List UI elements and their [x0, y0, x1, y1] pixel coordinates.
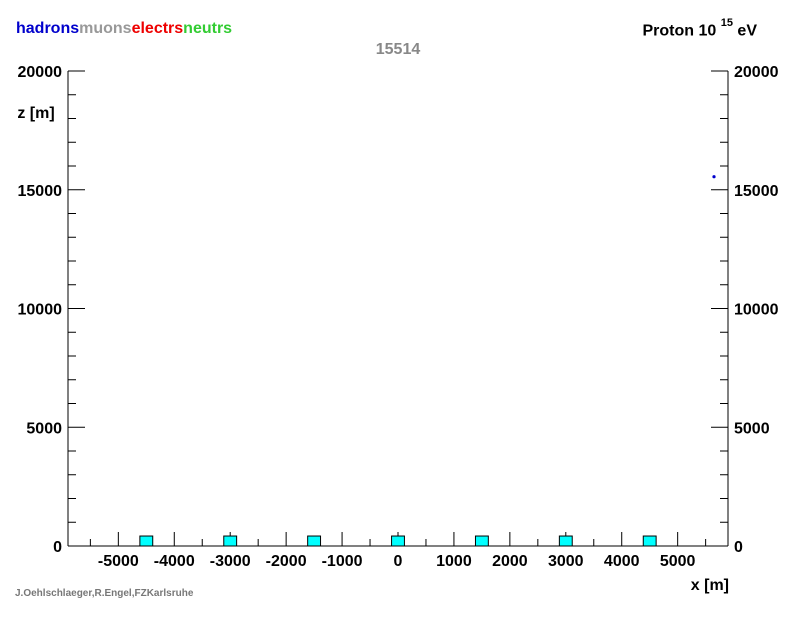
primary-particle-label: Proton 10 15 eV: [642, 17, 757, 40]
y-tick-label-right: 0: [734, 539, 743, 556]
x-tick-label: 5000: [660, 553, 696, 570]
energy-unit: eV: [737, 22, 757, 40]
event-id: 15514: [375, 41, 421, 58]
legend-electrs: electrs: [131, 20, 184, 37]
y-tick-label-left: 20000: [18, 64, 63, 81]
y-tick-label-left: 0: [53, 539, 62, 556]
y-tick-label-right: 5000: [734, 420, 770, 437]
x-tick-label: 3000: [548, 553, 584, 570]
x-tick-label: -4000: [154, 553, 195, 570]
x-tick-label: 1000: [436, 553, 472, 570]
detector-station: [558, 535, 573, 547]
detector-station: [642, 535, 657, 547]
y-tick-label-right: 20000: [734, 64, 779, 81]
y-tick-label-right: 10000: [734, 302, 779, 319]
x-tick-label: 2000: [492, 553, 528, 570]
x-tick-label: 0: [394, 553, 403, 570]
particle-legend: hadronsmuonselectrsneutrs: [16, 20, 232, 38]
y-tick-label-left: 5000: [26, 420, 62, 437]
detector-station: [139, 535, 154, 547]
x-axis-label: x [m]: [691, 577, 729, 594]
x-tick-label: -2000: [266, 553, 307, 570]
y-axis-label: z [m]: [17, 105, 54, 122]
x-tick-label: -1000: [322, 553, 363, 570]
legend-hadrons: hadrons: [16, 20, 80, 37]
legend-neutrs: neutrs: [183, 20, 233, 37]
detector-station: [307, 535, 322, 547]
x-tick-label: -3000: [210, 553, 251, 570]
y-tick-label-left: 10000: [18, 302, 63, 319]
x-tick-label: 4000: [604, 553, 640, 570]
detector-station: [474, 535, 489, 547]
legend-muons: muons: [79, 20, 132, 37]
x-tick-label: -5000: [98, 553, 139, 570]
particle-point: [712, 175, 716, 179]
detector-station: [223, 535, 238, 547]
energy-exponent: 15: [720, 17, 733, 29]
primary-particle-text: Proton 10: [642, 22, 717, 40]
y-tick-label-right: 15000: [734, 183, 779, 200]
credit-text: J.Oehlschlaeger,R.Engel,FZKarlsruhe: [15, 588, 194, 599]
y-tick-label-left: 15000: [18, 183, 63, 200]
detector-station: [391, 535, 405, 547]
